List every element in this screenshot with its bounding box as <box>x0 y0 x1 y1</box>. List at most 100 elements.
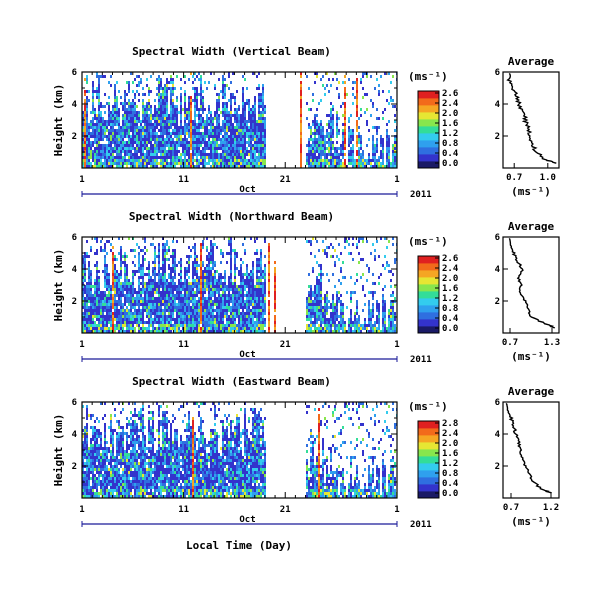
heatmap-cell <box>392 150 394 153</box>
heatmap-cell <box>214 315 216 318</box>
heatmap-cell <box>158 252 160 255</box>
heatmap-cell <box>222 147 224 150</box>
heatmap-cell <box>224 285 226 288</box>
heatmap-cell <box>128 162 130 165</box>
heatmap-cell <box>232 138 234 141</box>
heatmap-cell <box>134 138 136 141</box>
heatmap-cell <box>162 318 164 321</box>
heatmap-cell <box>306 306 308 309</box>
heatmap-cell <box>138 138 140 141</box>
heatmap-cell <box>250 300 252 303</box>
heatmap-cell <box>166 93 168 96</box>
heatmap-cell <box>242 261 244 264</box>
heatmap-cell <box>84 312 86 315</box>
heatmap-cell <box>162 285 164 288</box>
heatmap-cell <box>256 123 258 126</box>
heatmap-cell <box>192 162 194 165</box>
heatmap-cell <box>172 297 174 300</box>
heatmap-cell <box>142 114 144 117</box>
heatmap-cell <box>250 279 252 282</box>
heatmap-cell <box>174 135 176 138</box>
heatmap-cell <box>130 285 132 288</box>
heatmap-cell <box>188 123 190 126</box>
heatmap-cell <box>108 96 110 99</box>
heatmap-cell <box>178 315 180 318</box>
heatmap-cell <box>96 123 98 126</box>
heatmap-cell <box>238 303 240 306</box>
heatmap-cell <box>144 153 146 156</box>
heatmap-cell <box>380 156 382 159</box>
heatmap-cell <box>202 120 204 123</box>
heatmap-cell <box>212 288 214 291</box>
heatmap-cell <box>262 141 264 144</box>
heatmap-cell <box>200 117 202 120</box>
heatmap-cell <box>168 330 170 333</box>
heatmap-cell <box>260 114 262 117</box>
heatmap-cell <box>184 285 186 288</box>
heatmap-cell <box>94 108 96 111</box>
heatmap-cell <box>164 117 166 120</box>
heatmap-cell <box>230 141 232 144</box>
heatmap-cell <box>300 135 302 138</box>
heatmap-cell <box>160 330 162 333</box>
heatmap-cell <box>118 288 120 291</box>
heatmap-cell <box>248 138 250 141</box>
heatmap-cell <box>98 324 100 327</box>
heatmap-cell <box>262 315 264 318</box>
heatmap-cell <box>244 105 246 108</box>
heatmap-cell <box>256 270 258 273</box>
heatmap-cell <box>228 327 230 330</box>
heatmap-cell <box>178 279 180 282</box>
heatmap-cell <box>118 279 120 282</box>
heatmap-cell <box>274 291 276 294</box>
heatmap-cell <box>186 282 188 285</box>
heatmap-cell <box>234 261 236 264</box>
heatmap-cell <box>228 309 230 312</box>
heatmap-cell <box>92 141 94 144</box>
heatmap-cell <box>148 162 150 165</box>
heatmap-cell <box>164 141 166 144</box>
heatmap-cell <box>358 156 360 159</box>
x-tick-label: 1 <box>79 175 84 185</box>
heatmap-cell <box>210 117 212 120</box>
heatmap-cell <box>108 102 110 105</box>
heatmap-cell <box>182 126 184 129</box>
heatmap-cell <box>256 126 258 129</box>
heatmap-cell <box>340 150 342 153</box>
heatmap-cell <box>192 279 194 282</box>
heatmap-cell <box>250 117 252 120</box>
heatmap-cell <box>242 162 244 165</box>
heatmap-cell <box>156 138 158 141</box>
heatmap-cell <box>242 276 244 279</box>
heatmap-cell <box>324 138 326 141</box>
heatmap-cell <box>242 114 244 117</box>
heatmap-cell <box>256 285 258 288</box>
heatmap-cell <box>300 111 302 114</box>
heatmap-cell <box>224 84 226 87</box>
heatmap-cell <box>224 330 226 333</box>
heatmap-cell <box>178 312 180 315</box>
heatmap-cell <box>144 300 146 303</box>
heatmap-cell <box>182 282 184 285</box>
heatmap-cell <box>124 132 126 135</box>
heatmap-cell <box>168 135 170 138</box>
heatmap-cell <box>136 126 138 129</box>
heatmap-cell <box>238 120 240 123</box>
heatmap-cell <box>98 282 100 285</box>
heatmap-cell <box>186 153 188 156</box>
heatmap-cell <box>380 165 382 168</box>
heatmap-cell <box>248 300 250 303</box>
heatmap-cell <box>124 102 126 105</box>
heatmap-cell <box>96 306 98 309</box>
heatmap-cell <box>90 249 92 252</box>
heatmap-cell <box>100 153 102 156</box>
heatmap-cell <box>110 300 112 303</box>
heatmap-cell <box>318 123 320 126</box>
heatmap-cell <box>92 297 94 300</box>
heatmap-cell <box>236 117 238 120</box>
heatmap-cell <box>154 252 156 255</box>
heatmap-cell <box>392 156 394 159</box>
heatmap-cell <box>94 165 96 168</box>
heatmap-cell <box>208 327 210 330</box>
heatmap-cell <box>392 75 394 78</box>
